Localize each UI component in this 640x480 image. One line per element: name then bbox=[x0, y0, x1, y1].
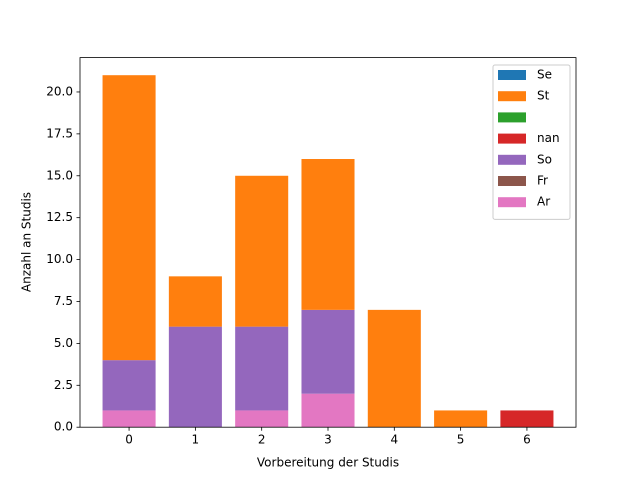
bar bbox=[235, 410, 289, 428]
y-tick-label: 7.5 bbox=[54, 294, 73, 308]
x-tick-label: 4 bbox=[390, 433, 398, 447]
legend-swatch bbox=[498, 197, 526, 208]
bar bbox=[168, 326, 222, 428]
legend-swatch bbox=[498, 176, 526, 186]
x-tick-label: 5 bbox=[457, 433, 465, 447]
bar bbox=[367, 309, 421, 428]
x-tick-label: 0 bbox=[125, 433, 133, 447]
legend-swatch bbox=[498, 112, 526, 123]
legend-label: Ar bbox=[537, 195, 550, 209]
legend-swatch bbox=[498, 70, 526, 80]
bar bbox=[102, 360, 156, 411]
legend-label: nan bbox=[537, 131, 560, 145]
x-tick-label: 6 bbox=[523, 433, 531, 447]
bar bbox=[301, 159, 355, 310]
x-tick-label: 2 bbox=[258, 433, 266, 447]
legend-swatch bbox=[498, 154, 526, 165]
legend-label: So bbox=[537, 152, 552, 166]
bar bbox=[301, 393, 355, 428]
legend-swatch bbox=[498, 91, 526, 102]
bar bbox=[235, 175, 289, 327]
y-tick-label: 20.0 bbox=[46, 84, 73, 98]
legend-swatch bbox=[498, 133, 526, 144]
bar bbox=[102, 410, 156, 428]
bar bbox=[301, 309, 355, 394]
x-tick-label: 3 bbox=[324, 433, 332, 447]
bar bbox=[168, 276, 222, 327]
legend-label: Fr bbox=[537, 174, 548, 188]
y-tick-label: 12.5 bbox=[46, 210, 73, 224]
y-tick-label: 2.5 bbox=[54, 378, 73, 392]
legend-label: St bbox=[537, 89, 550, 103]
bar bbox=[500, 410, 554, 428]
y-tick-label: 10.0 bbox=[46, 252, 73, 266]
y-tick-label: 17.5 bbox=[46, 126, 73, 140]
legend-label: Se bbox=[537, 68, 552, 82]
bar bbox=[434, 410, 488, 428]
x-tick-label: 1 bbox=[192, 433, 200, 447]
y-tick-label: 5.0 bbox=[54, 336, 73, 350]
bar bbox=[102, 75, 156, 361]
x-axis-label: Vorbereitung der Studis bbox=[257, 456, 399, 470]
y-axis-label: Anzahl an Studis bbox=[20, 192, 34, 292]
y-tick-label: 15.0 bbox=[46, 168, 73, 182]
y-tick-label: 0.0 bbox=[54, 420, 73, 434]
bar bbox=[235, 326, 289, 411]
